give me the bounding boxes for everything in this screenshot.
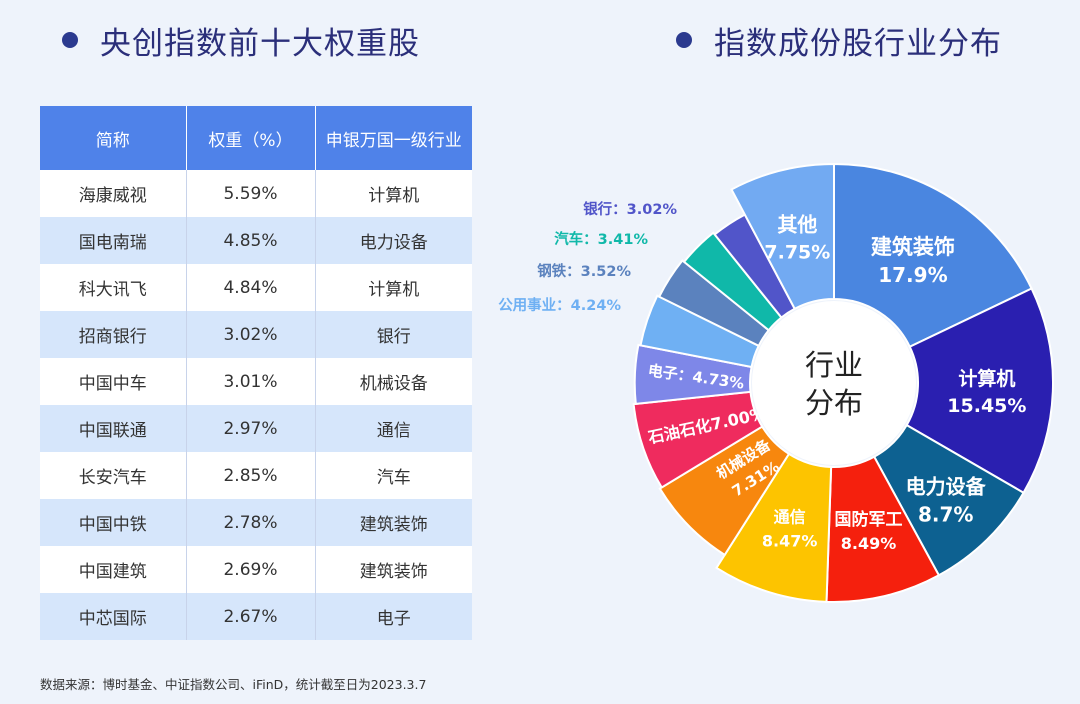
cell-name: 中国联通 — [40, 405, 187, 452]
slice-name-label: 电力设备 — [906, 475, 987, 499]
cell-industry: 建筑装饰 — [315, 546, 472, 593]
cell-weight: 3.02% — [186, 311, 316, 358]
cell-weight: 2.97% — [186, 405, 316, 452]
cell-weight: 4.84% — [186, 264, 316, 311]
cell-name: 长安汽车 — [40, 452, 187, 499]
cell-weight: 2.78% — [186, 499, 316, 546]
table-row: 中国联通 2.97% 通信 — [40, 405, 472, 452]
table-header-row: 简称 权重（%） 申银万国一级行业 — [40, 106, 472, 170]
pie-slice-label-12: 其他 7.75% — [764, 212, 830, 263]
left-section-title: 央创指数前十大权重股 — [62, 18, 420, 62]
pie-slice-label-0: 建筑装饰 17.9% — [871, 235, 955, 287]
table-row: 科大讯飞 4.84% 计算机 — [40, 264, 472, 311]
cell-name: 中芯国际 — [40, 593, 187, 640]
slice-value-label: 8.7% — [918, 503, 973, 527]
cell-name: 国电南瑞 — [40, 217, 187, 264]
table-row: 中国建筑 2.69% 建筑装饰 — [40, 546, 472, 593]
table-row: 中国中铁 2.78% 建筑装饰 — [40, 499, 472, 546]
slice-name-label: 其他 — [777, 212, 817, 236]
cell-industry: 银行 — [315, 311, 472, 358]
cell-name: 科大讯飞 — [40, 264, 187, 311]
cell-weight: 2.85% — [186, 452, 316, 499]
pie-slice-1 — [905, 287, 1054, 495]
cell-industry: 机械设备 — [315, 358, 472, 405]
cell-name: 中国建筑 — [40, 546, 187, 593]
cell-industry: 计算机 — [315, 264, 472, 311]
pie-outside-label-10: 汽车：3.41% — [554, 230, 648, 248]
right-section-title: 指数成份股行业分布 — [676, 18, 1002, 62]
pie-center-disc — [752, 301, 916, 465]
slice-name-label: 建筑装饰 — [871, 235, 955, 259]
cell-industry: 计算机 — [315, 170, 472, 217]
slice-value-label: 8.47% — [762, 531, 818, 550]
left-title-text: 央创指数前十大权重股 — [100, 25, 420, 62]
table-row: 中芯国际 2.67% 电子 — [40, 593, 472, 640]
cell-weight: 4.85% — [186, 217, 316, 264]
pie-outside-label-9: 钢铁：3.52% — [537, 262, 631, 280]
table-row: 中国中车 3.01% 机械设备 — [40, 358, 472, 405]
pie-slice-label-4: 通信 8.47% — [762, 507, 818, 550]
slice-name-label: 通信 — [774, 507, 806, 526]
slice-value-label: 8.49% — [841, 534, 897, 553]
top-ten-holdings-table: 简称 权重（%） 申银万国一级行业 海康威视 5.59% 计算机 国电南瑞 4.… — [40, 106, 472, 640]
cell-name: 中国中车 — [40, 358, 187, 405]
pie-slice-5 — [658, 425, 791, 557]
bullet-dot-icon — [62, 32, 78, 48]
cell-industry: 通信 — [315, 405, 472, 452]
slice-name-label: 计算机 — [958, 367, 1015, 390]
header-name: 简称 — [40, 106, 187, 170]
cell-industry: 电子 — [315, 593, 472, 640]
bullet-dot-icon — [676, 32, 692, 48]
table-row: 国电南瑞 4.85% 电力设备 — [40, 217, 472, 264]
cell-weight: 5.59% — [186, 170, 316, 217]
pie-outside-label-11: 银行：3.02% — [583, 200, 677, 218]
right-title-text: 指数成份股行业分布 — [714, 25, 1002, 62]
header-weight: 权重（%） — [186, 106, 316, 170]
pie-slice-6 — [632, 390, 764, 489]
pie-slice-label-1: 计算机 15.45% — [947, 367, 1026, 417]
pie-center-label-line: 分布 — [805, 386, 863, 420]
cell-weight: 3.01% — [186, 358, 316, 405]
cell-name: 招商银行 — [40, 311, 187, 358]
slice-value-label: 7.75% — [764, 241, 830, 263]
data-source-note: 数据来源：博时基金、中证指数公司、iFinD，统计截至日为2023.3.7 — [40, 677, 427, 692]
cell-industry: 建筑装饰 — [315, 499, 472, 546]
cell-weight: 2.69% — [186, 546, 316, 593]
pie-outside-label-8: 公用事业：4.24% — [498, 296, 621, 314]
pie-slice-7 — [633, 343, 753, 406]
slice-value-label: 17.9% — [878, 263, 947, 287]
slice-name-label: 国防军工 — [835, 509, 903, 530]
slice-value-label: 15.45% — [947, 395, 1026, 417]
cell-weight: 2.67% — [186, 593, 316, 640]
table-row: 长安汽车 2.85% 汽车 — [40, 452, 472, 499]
pie-slice-4 — [715, 452, 833, 603]
pie-slice-label-2: 电力设备 8.7% — [906, 475, 987, 527]
table-row: 海康威视 5.59% 计算机 — [40, 170, 472, 217]
cell-industry: 汽车 — [315, 452, 472, 499]
pie-slice-0 — [833, 162, 1033, 349]
cell-name: 海康威视 — [40, 170, 187, 217]
pie-slice-12 — [730, 162, 835, 311]
pie-center-label-line: 行业 — [805, 348, 863, 382]
cell-industry: 电力设备 — [315, 217, 472, 264]
header-industry: 申银万国一级行业 — [315, 106, 472, 170]
pie-slice-label-3: 国防军工 8.49% — [835, 509, 903, 553]
cell-name: 中国中铁 — [40, 499, 187, 546]
table-row: 招商银行 3.02% 银行 — [40, 311, 472, 358]
